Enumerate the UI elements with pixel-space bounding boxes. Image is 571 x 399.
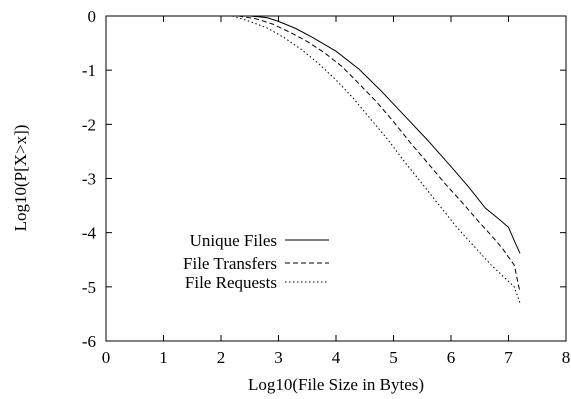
tick-labels: 0 1 2 3 4 5 6 7 8 0 -1 -2 -3 -4 -5 -6 <box>82 7 570 367</box>
series-lines <box>232 15 521 304</box>
y-tick-label: -1 <box>82 61 96 80</box>
x-tick-label: 1 <box>159 348 168 367</box>
y-tick-label: 0 <box>88 7 97 26</box>
series-line-1 <box>238 15 521 293</box>
legend-label-1: File Transfers <box>183 254 277 273</box>
x-tick-label: 0 <box>102 348 111 367</box>
series-line-2 <box>232 15 521 304</box>
y-tick-label: -6 <box>82 332 96 351</box>
x-tick-label: 6 <box>447 348 456 367</box>
x-tick-label: 7 <box>504 348 513 367</box>
legend-label-0: Unique Files <box>190 231 277 250</box>
legend-label-2: File Requests <box>185 273 277 292</box>
x-tick-label: 3 <box>274 348 283 367</box>
y-tick-label: -4 <box>82 224 97 243</box>
series-line-0 <box>249 15 521 254</box>
plot-frame <box>105 15 567 342</box>
x-tick-label: 8 <box>562 348 571 367</box>
y-axis-label: Log10(P[X>x]) <box>11 125 30 232</box>
x-axis-label: Log10(File Size in Bytes) <box>248 375 424 394</box>
y-tick-label: -2 <box>82 115 96 134</box>
y-tick-label: -5 <box>82 278 96 297</box>
y-tick-label: -3 <box>82 170 96 189</box>
x-tick-label: 5 <box>389 348 398 367</box>
x-tick-label: 4 <box>332 348 341 367</box>
x-tick-label: 2 <box>217 348 226 367</box>
axis-ticks <box>105 15 567 342</box>
